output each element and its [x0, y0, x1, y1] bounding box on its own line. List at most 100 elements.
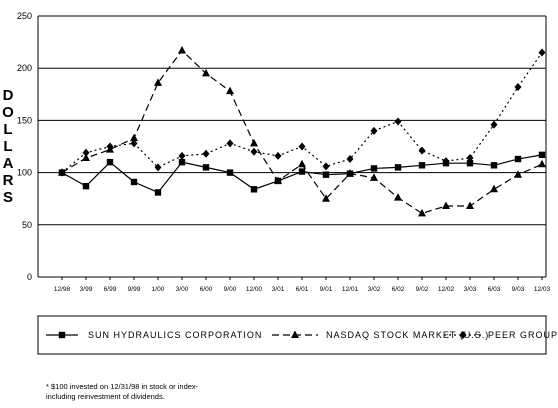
data-point [130, 133, 138, 142]
x-tick-label: 9/99 [128, 286, 141, 293]
x-tick-label: 12/02 [438, 286, 455, 293]
y-axis-label-letter: L [3, 138, 12, 155]
x-tick-label: 1/00 [152, 286, 165, 293]
data-point [202, 68, 210, 77]
data-point [226, 139, 234, 148]
data-point [370, 165, 378, 172]
x-tick-label: 3/99 [80, 286, 93, 293]
data-point [418, 208, 426, 217]
x-tick-label: 12/00 [246, 286, 263, 293]
data-point [538, 159, 546, 168]
legend-label: NASDAQ STOCK MARKET (U.S.) [326, 330, 489, 340]
x-tick-label: 12/98 [54, 286, 71, 293]
data-point [154, 163, 162, 172]
data-point [226, 169, 234, 176]
y-axis-label-letter: D [3, 87, 14, 104]
data-point [490, 162, 498, 169]
x-tick-label: 12/01 [342, 286, 359, 293]
x-tick-label: 9/01 [320, 286, 333, 293]
series-lines [58, 45, 546, 217]
y-axis-label-letter: O [2, 104, 14, 121]
data-point [514, 155, 522, 163]
data-point [178, 151, 186, 160]
data-point [154, 189, 162, 196]
footnote: * $100 invested on 12/31/98 in stock or … [46, 382, 199, 401]
data-point [322, 194, 330, 202]
x-tick-label: 6/03 [488, 286, 501, 293]
data-point [346, 155, 354, 164]
x-tick-label: 6/00 [200, 286, 213, 293]
data-point [514, 170, 522, 178]
series-3 [58, 48, 546, 177]
data-point [514, 82, 522, 91]
data-point [154, 78, 162, 86]
axes: 0 50 100 150 200 250 12/98 3/99 6/99 9/99 1/00 3/00… [17, 11, 551, 293]
y-tick-label: 250 [17, 11, 32, 21]
legend-label: PEER GROUP [488, 330, 558, 340]
data-point [370, 126, 378, 135]
data-point [178, 45, 186, 54]
y-tick-label: 100 [17, 168, 32, 178]
data-point [298, 159, 306, 168]
data-point [346, 169, 354, 177]
legend-item: SUN HYDRAULICS CORPORATION [46, 330, 261, 340]
series-2 [58, 45, 546, 217]
data-point [442, 201, 450, 210]
data-point [418, 146, 426, 155]
data-point [322, 162, 330, 171]
data-point [250, 138, 258, 147]
data-point [298, 168, 306, 175]
x-tick-label: 6/01 [296, 286, 309, 293]
data-point [490, 184, 498, 193]
x-tick-label: 3/00 [176, 286, 189, 293]
data-point [58, 168, 66, 177]
data-point [274, 176, 282, 184]
data-point [130, 178, 138, 186]
x-tick-label: 3/02 [368, 286, 381, 293]
y-tick-label: 200 [17, 63, 32, 73]
data-point [394, 164, 402, 171]
legend-marker [291, 330, 299, 338]
x-tick-label: 9/00 [224, 286, 237, 293]
data-point [466, 160, 474, 167]
data-point [370, 173, 378, 181]
data-point [250, 147, 258, 156]
x-tick-label: 12/03 [534, 286, 551, 293]
data-point [226, 86, 234, 95]
series-line [61, 49, 543, 214]
data-point [418, 162, 426, 169]
y-tick-label: 150 [17, 115, 32, 125]
y-tick-label: 50 [22, 220, 32, 230]
legend-box [37, 315, 547, 355]
data-point [466, 201, 474, 210]
x-tick-label: 9/02 [416, 286, 429, 293]
x-tick-label: 3/01 [272, 286, 285, 293]
y-axis-label-letter: S [3, 189, 13, 206]
legend-marker [58, 331, 66, 339]
x-tick-label: 9/03 [512, 286, 525, 293]
x-tick-label: 6/99 [104, 286, 117, 293]
data-point [130, 139, 138, 148]
data-point [82, 148, 90, 157]
data-point [394, 117, 402, 126]
data-point [202, 164, 210, 171]
data-point [82, 182, 90, 190]
legend-item: PEER GROUP [444, 330, 558, 340]
y-axis-label-letter: A [3, 155, 14, 172]
data-point [538, 48, 546, 57]
data-point [274, 151, 282, 160]
data-point [106, 158, 114, 166]
x-tick-label: 6/02 [392, 286, 405, 293]
data-point [82, 153, 90, 161]
y-axis-label-letter: R [3, 172, 14, 189]
data-point [250, 186, 258, 193]
y-axis-label-letter: L [3, 121, 12, 138]
data-point [490, 120, 498, 129]
legend: SUN HYDRAULICS CORPORATION NASDAQ STOCK M… [37, 315, 558, 355]
data-point [466, 153, 474, 162]
y-tick-label: 0 [27, 272, 32, 282]
data-point [298, 142, 306, 151]
data-point [394, 193, 402, 201]
